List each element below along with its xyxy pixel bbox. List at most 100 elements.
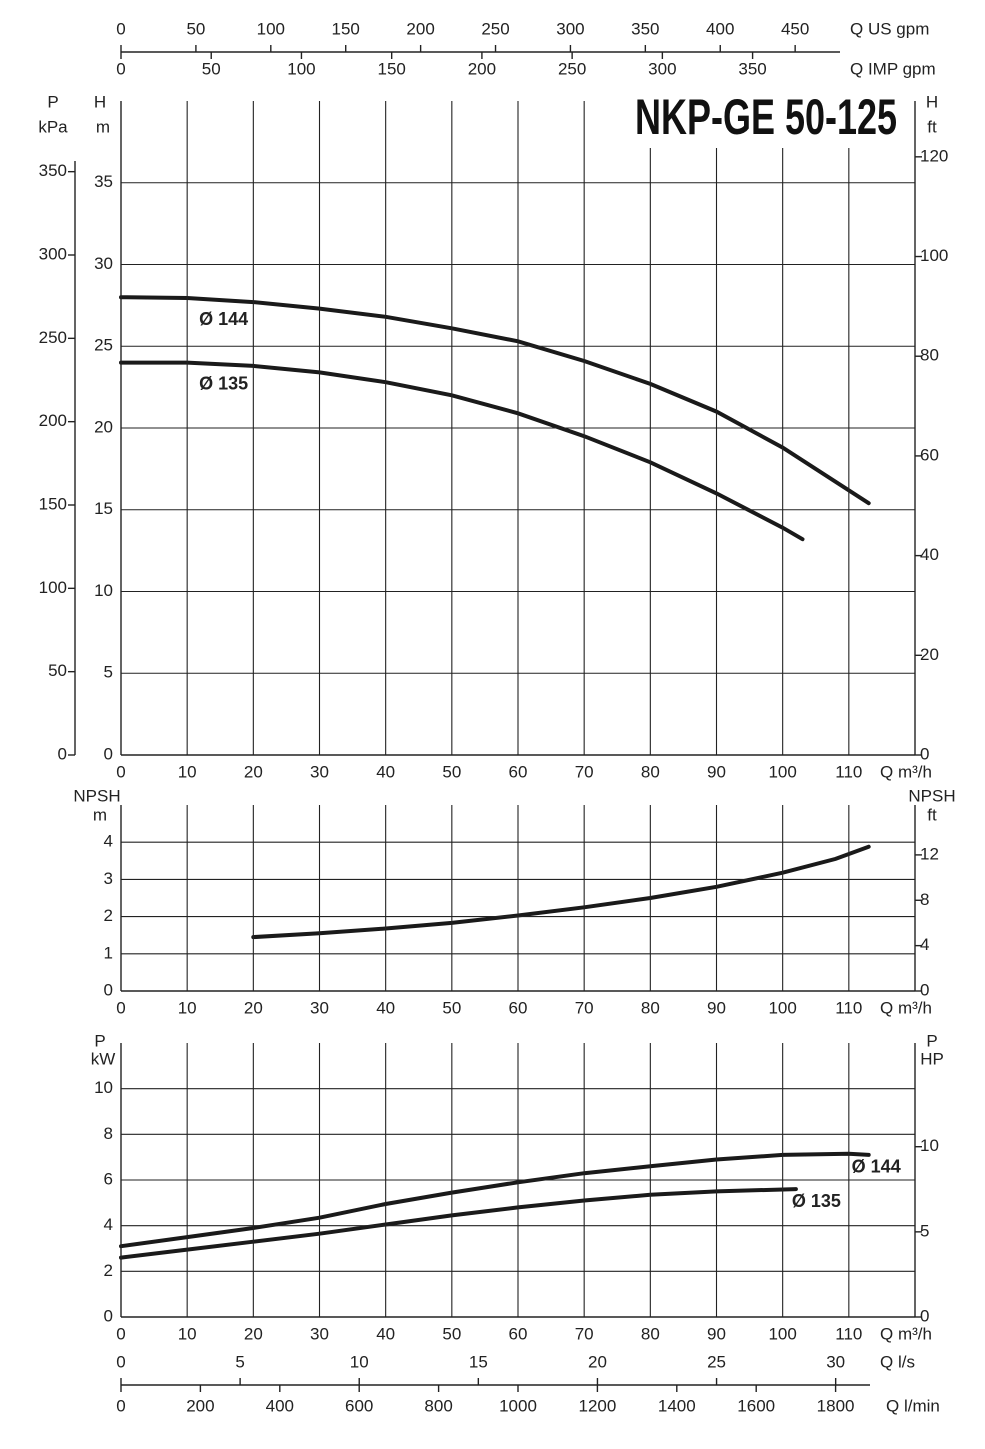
x-tick-label: 10	[178, 762, 197, 781]
x-axis-label: Q m³/h	[880, 1324, 932, 1343]
curve-label: Ø 144	[199, 309, 248, 329]
y2-tick-label: 60	[920, 445, 939, 464]
y-axis-label: NPSH	[73, 786, 120, 805]
x-tick-label: 70	[575, 998, 594, 1017]
y-tick-label: 3	[104, 869, 113, 888]
y-tick-label: 20	[94, 417, 113, 436]
y2-tick-label: 80	[920, 346, 939, 365]
y-tick-label: 25	[94, 336, 113, 355]
x-tick-label: 80	[641, 762, 660, 781]
flow-tick-label: 50	[186, 19, 205, 38]
flow-tick-label: 400	[706, 19, 734, 38]
y-tick-label: 4	[104, 1215, 113, 1234]
p-tick-label: 250	[39, 328, 67, 347]
flow-tick-label: 5	[235, 1352, 244, 1371]
flow-tick-label: 300	[556, 19, 584, 38]
flow-tick-label: 0	[116, 59, 125, 78]
y2-tick-label: 120	[920, 146, 948, 165]
x-tick-label: 0	[116, 1324, 125, 1343]
curve-label: Ø 135	[792, 1191, 841, 1211]
y-tick-label: 2	[104, 1261, 113, 1280]
y-axis-label: H	[94, 92, 106, 111]
p-tick-label: 100	[39, 578, 67, 597]
flow-tick-label: 1600	[737, 1396, 775, 1415]
p-tick-label: 0	[58, 744, 67, 763]
y2-axis-label: P	[926, 1031, 937, 1050]
flow-tick-label: 200	[468, 59, 496, 78]
x-tick-label: 0	[116, 762, 125, 781]
x-tick-label: 50	[442, 762, 461, 781]
flow-tick-label: 0	[116, 1352, 125, 1371]
curve	[119, 360, 805, 542]
flow-tick-label: 1800	[817, 1396, 855, 1415]
x-tick-label: 50	[442, 1324, 461, 1343]
x-tick-label: 10	[178, 998, 197, 1017]
y2-axis-unit: ft	[927, 117, 937, 136]
y-tick-label: 0	[104, 1306, 113, 1325]
y-axis-unit: m	[93, 805, 107, 824]
curve-label: Ø 135	[199, 373, 248, 393]
y2-axis-unit: HP	[920, 1049, 944, 1068]
flow-axis-label: Q IMP gpm	[850, 59, 936, 78]
flow-tick-label: 350	[631, 19, 659, 38]
flow-tick-label: 400	[266, 1396, 294, 1415]
p-tick-label: 150	[39, 494, 67, 513]
y2-tick-label: 40	[920, 545, 939, 564]
y-tick-label: 10	[94, 1078, 113, 1097]
x-tick-label: 40	[376, 998, 395, 1017]
flow-tick-label: 0	[116, 19, 125, 38]
y-tick-label: 0	[104, 744, 113, 763]
x-tick-label: 10	[178, 1324, 197, 1343]
y2-tick-label: 4	[920, 935, 929, 954]
flow-tick-label: 100	[257, 19, 285, 38]
y2-tick-label: 5	[920, 1221, 929, 1240]
x-tick-label: 100	[768, 762, 796, 781]
x-axis-label: Q m³/h	[880, 762, 932, 781]
x-tick-label: 90	[707, 762, 726, 781]
y2-tick-label: 10	[920, 1136, 939, 1155]
y2-axis-unit: ft	[927, 805, 937, 824]
x-tick-label: 110	[835, 998, 862, 1017]
flow-tick-label: 1400	[658, 1396, 696, 1415]
flow-axis-label: Q l/s	[880, 1352, 915, 1371]
x-tick-label: 70	[575, 762, 594, 781]
x-tick-label: 50	[442, 998, 461, 1017]
curve	[119, 295, 871, 506]
y-tick-label: 15	[94, 499, 113, 518]
x-tick-label: 90	[707, 1324, 726, 1343]
x-tick-label: 40	[376, 762, 395, 781]
y-tick-label: 2	[104, 906, 113, 925]
x-tick-label: 60	[509, 762, 528, 781]
flow-tick-label: 0	[116, 1396, 125, 1415]
y2-tick-label: 100	[920, 246, 948, 265]
x-tick-label: 110	[835, 762, 862, 781]
x-tick-label: 0	[116, 998, 125, 1017]
curve-label: Ø 144	[852, 1157, 901, 1177]
flow-tick-label: 25	[707, 1352, 726, 1371]
x-tick-label: 20	[244, 762, 263, 781]
flow-axis-label: Q US gpm	[850, 19, 929, 38]
x-tick-label: 20	[244, 998, 263, 1017]
curve	[119, 1187, 798, 1260]
flow-tick-label: 600	[345, 1396, 373, 1415]
x-tick-label: 30	[310, 1324, 329, 1343]
x-tick-label: 100	[768, 998, 796, 1017]
y2-tick-label: 0	[920, 1306, 929, 1325]
y-tick-label: 10	[94, 581, 113, 600]
flow-axis-label: Q l/min	[886, 1396, 940, 1415]
p-tick-label: 350	[39, 161, 67, 180]
y-tick-label: 1	[104, 943, 113, 962]
flow-tick-label: 100	[287, 59, 315, 78]
y2-axis-label: NPSH	[908, 786, 955, 805]
x-tick-label: 80	[641, 998, 660, 1017]
flow-tick-label: 300	[648, 59, 676, 78]
flow-tick-label: 250	[558, 59, 586, 78]
y-tick-label: 4	[104, 832, 113, 851]
y-tick-label: 35	[94, 172, 113, 191]
flow-tick-label: 10	[350, 1352, 369, 1371]
flow-tick-label: 150	[377, 59, 405, 78]
flow-tick-label: 200	[406, 19, 434, 38]
x-tick-label: 30	[310, 998, 329, 1017]
x-tick-label: 110	[835, 1324, 862, 1343]
flow-tick-label: 1000	[499, 1396, 537, 1415]
